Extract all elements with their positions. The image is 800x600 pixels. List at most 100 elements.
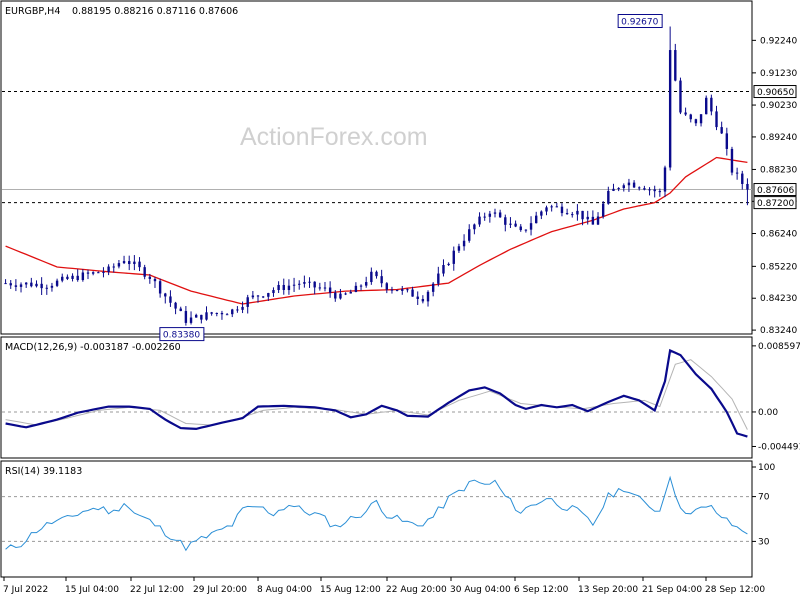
candle [735,167,739,180]
macd-tick-label: -0.004491 [758,442,800,452]
candle [478,212,481,227]
macd-line [5,348,748,438]
price-panel-frame [0,0,753,335]
candle [194,313,198,318]
candle [246,294,249,314]
time-tick-label: 28 Sep 12:00 [705,585,765,595]
candle [447,262,450,266]
price-tag-label: 0.87606 [757,186,794,196]
candle [576,204,579,221]
price-tick-label: 0.84230 [760,294,797,304]
candles [4,26,749,326]
candle [514,220,517,228]
candle [174,301,177,315]
rsi-line [5,475,748,552]
time-tick-label: 22 Aug 20:00 [386,585,447,595]
candle [40,277,43,295]
candle [653,185,656,198]
time-tick-label: 29 Jul 20:00 [193,585,247,595]
candle [55,278,59,288]
price-tick-label: 0.85220 [760,262,797,272]
candle [715,105,718,131]
candle [344,292,347,296]
candle [164,292,167,304]
candle [282,278,285,295]
candle [529,216,533,236]
candle [437,266,440,287]
candle [220,310,224,320]
candle [303,275,306,288]
time-tick-label: 7 Jul 2022 [3,585,48,595]
candle [86,269,90,280]
candle [421,295,425,304]
rsi-y-axis: 100 70 30 [2,463,775,547]
candle [457,243,461,253]
candle [581,210,584,226]
candle [50,282,54,292]
macd-y-axis: 0.008597 0.00 -0.004491 [2,342,800,452]
candle [638,186,641,191]
candle [591,210,595,225]
extreme-price-label: 0.92670 [617,14,663,29]
candle [107,264,110,276]
candle [493,208,497,218]
time-tick-label: 8 Aug 04:00 [257,585,312,595]
time-tick-label: 15 Jul 04:00 [65,585,119,595]
candle [14,279,18,292]
extreme-price-label: 0.83380 [159,327,205,342]
candle [323,281,327,292]
candle [658,188,662,197]
candle [364,276,368,288]
candle [483,212,486,221]
candle [292,277,296,292]
candle [210,311,213,316]
candle [699,114,703,127]
candle [4,279,7,285]
candle [694,118,698,127]
candle [272,287,275,297]
candle [540,210,543,220]
candle [586,210,589,225]
candle [225,313,229,316]
price-tick-label: 0.89240 [760,133,797,143]
candle [710,94,713,116]
candle [313,281,316,295]
candle [509,217,512,228]
candle [97,271,100,274]
candle [81,269,85,282]
candle [473,223,476,235]
candle [24,282,28,288]
candle [189,311,193,325]
candle [169,290,172,307]
candle [380,269,383,288]
price-panel-title: EURGBP,H4 [5,6,60,17]
candle [287,279,291,295]
candle [411,286,414,297]
svg-text:0.92670: 0.92670 [621,18,658,28]
macd-panel-frame [0,336,753,459]
ohlc-readout: 0.88195 0.88216 0.87116 0.87606 [72,6,238,17]
candle [498,209,502,218]
price-tick-label: 0.83240 [760,326,797,336]
macd-tick-label: 0.008597 [758,342,800,352]
candle [565,208,569,215]
price-tick-label: 0.92240 [760,36,797,46]
candle [524,229,528,233]
price-tags: 0.90650 0.87606 0.87200 [753,85,797,210]
macd-lines [5,348,748,438]
price-tick-label: 0.90230 [760,101,797,111]
candle [720,121,723,134]
candle [256,294,260,303]
candle [627,178,631,192]
moving-average [5,156,748,305]
candle [261,295,265,299]
candle [318,282,322,291]
candle [468,224,471,243]
price-tick-label: 0.86240 [760,230,797,240]
candle [663,165,667,198]
signal-line [5,359,748,430]
rsi-panel-title: RSI(14) 39.1183 [5,466,82,477]
candle [679,77,682,115]
rsi-panel-frame [0,460,753,578]
price-tag-box [753,196,797,210]
